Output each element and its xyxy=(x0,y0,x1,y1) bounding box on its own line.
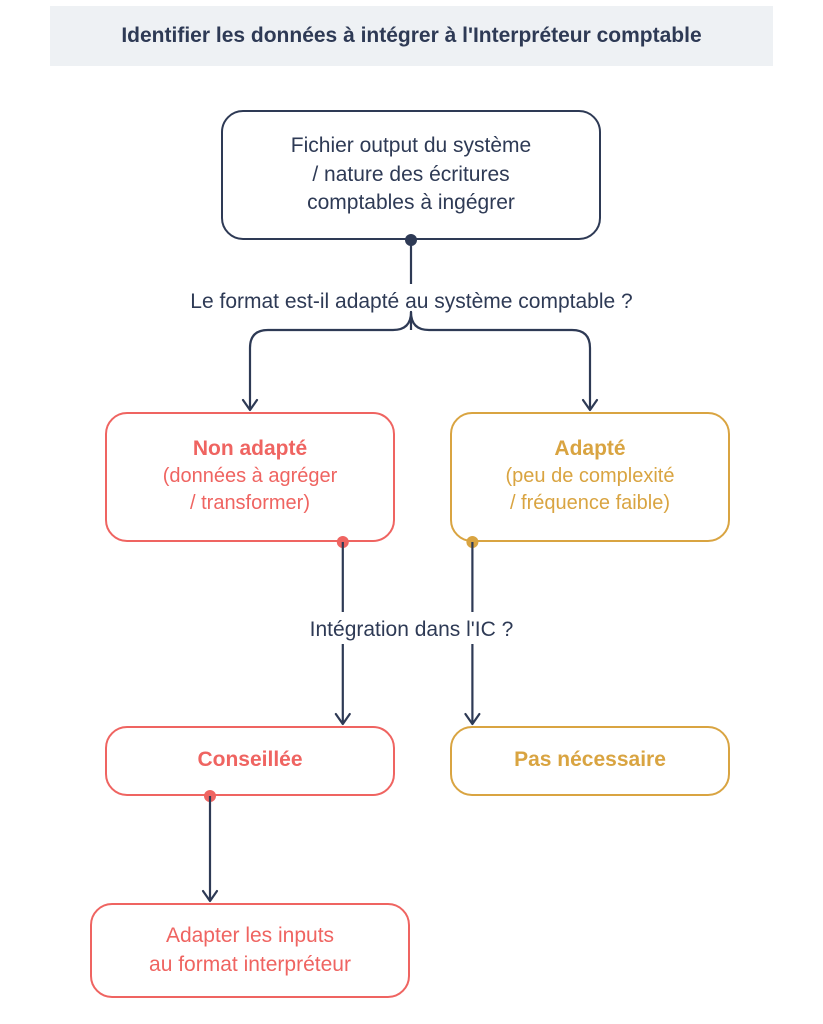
node-conseillee: Conseillée xyxy=(105,726,395,796)
node-start: Fichier output du système/ nature des éc… xyxy=(221,110,601,240)
nonAdapte-bold: Non adapté xyxy=(193,437,307,461)
question-integration: Intégration dans l'IC ? xyxy=(0,618,823,642)
node-adapter-inputs: Adapter les inputsau format interpréteur xyxy=(90,903,410,998)
title-bar: Identifier les données à intégrer à l'In… xyxy=(50,6,773,66)
conseillee-bold: Conseillée xyxy=(197,748,302,772)
question-format: Le format est-il adapté au système compt… xyxy=(0,290,823,314)
adapte-bold: Adapté xyxy=(554,437,625,461)
node-pas-necessaire: Pas nécessaire xyxy=(450,726,730,796)
node-adapte: Adapté(peu de complexité/ fréquence faib… xyxy=(450,412,730,542)
title-text: Identifier les données à intégrer à l'In… xyxy=(121,24,701,47)
pasNecessaire-bold: Pas nécessaire xyxy=(514,748,666,772)
node-non-adapte: Non adapté(données à agréger/ transforme… xyxy=(105,412,395,542)
